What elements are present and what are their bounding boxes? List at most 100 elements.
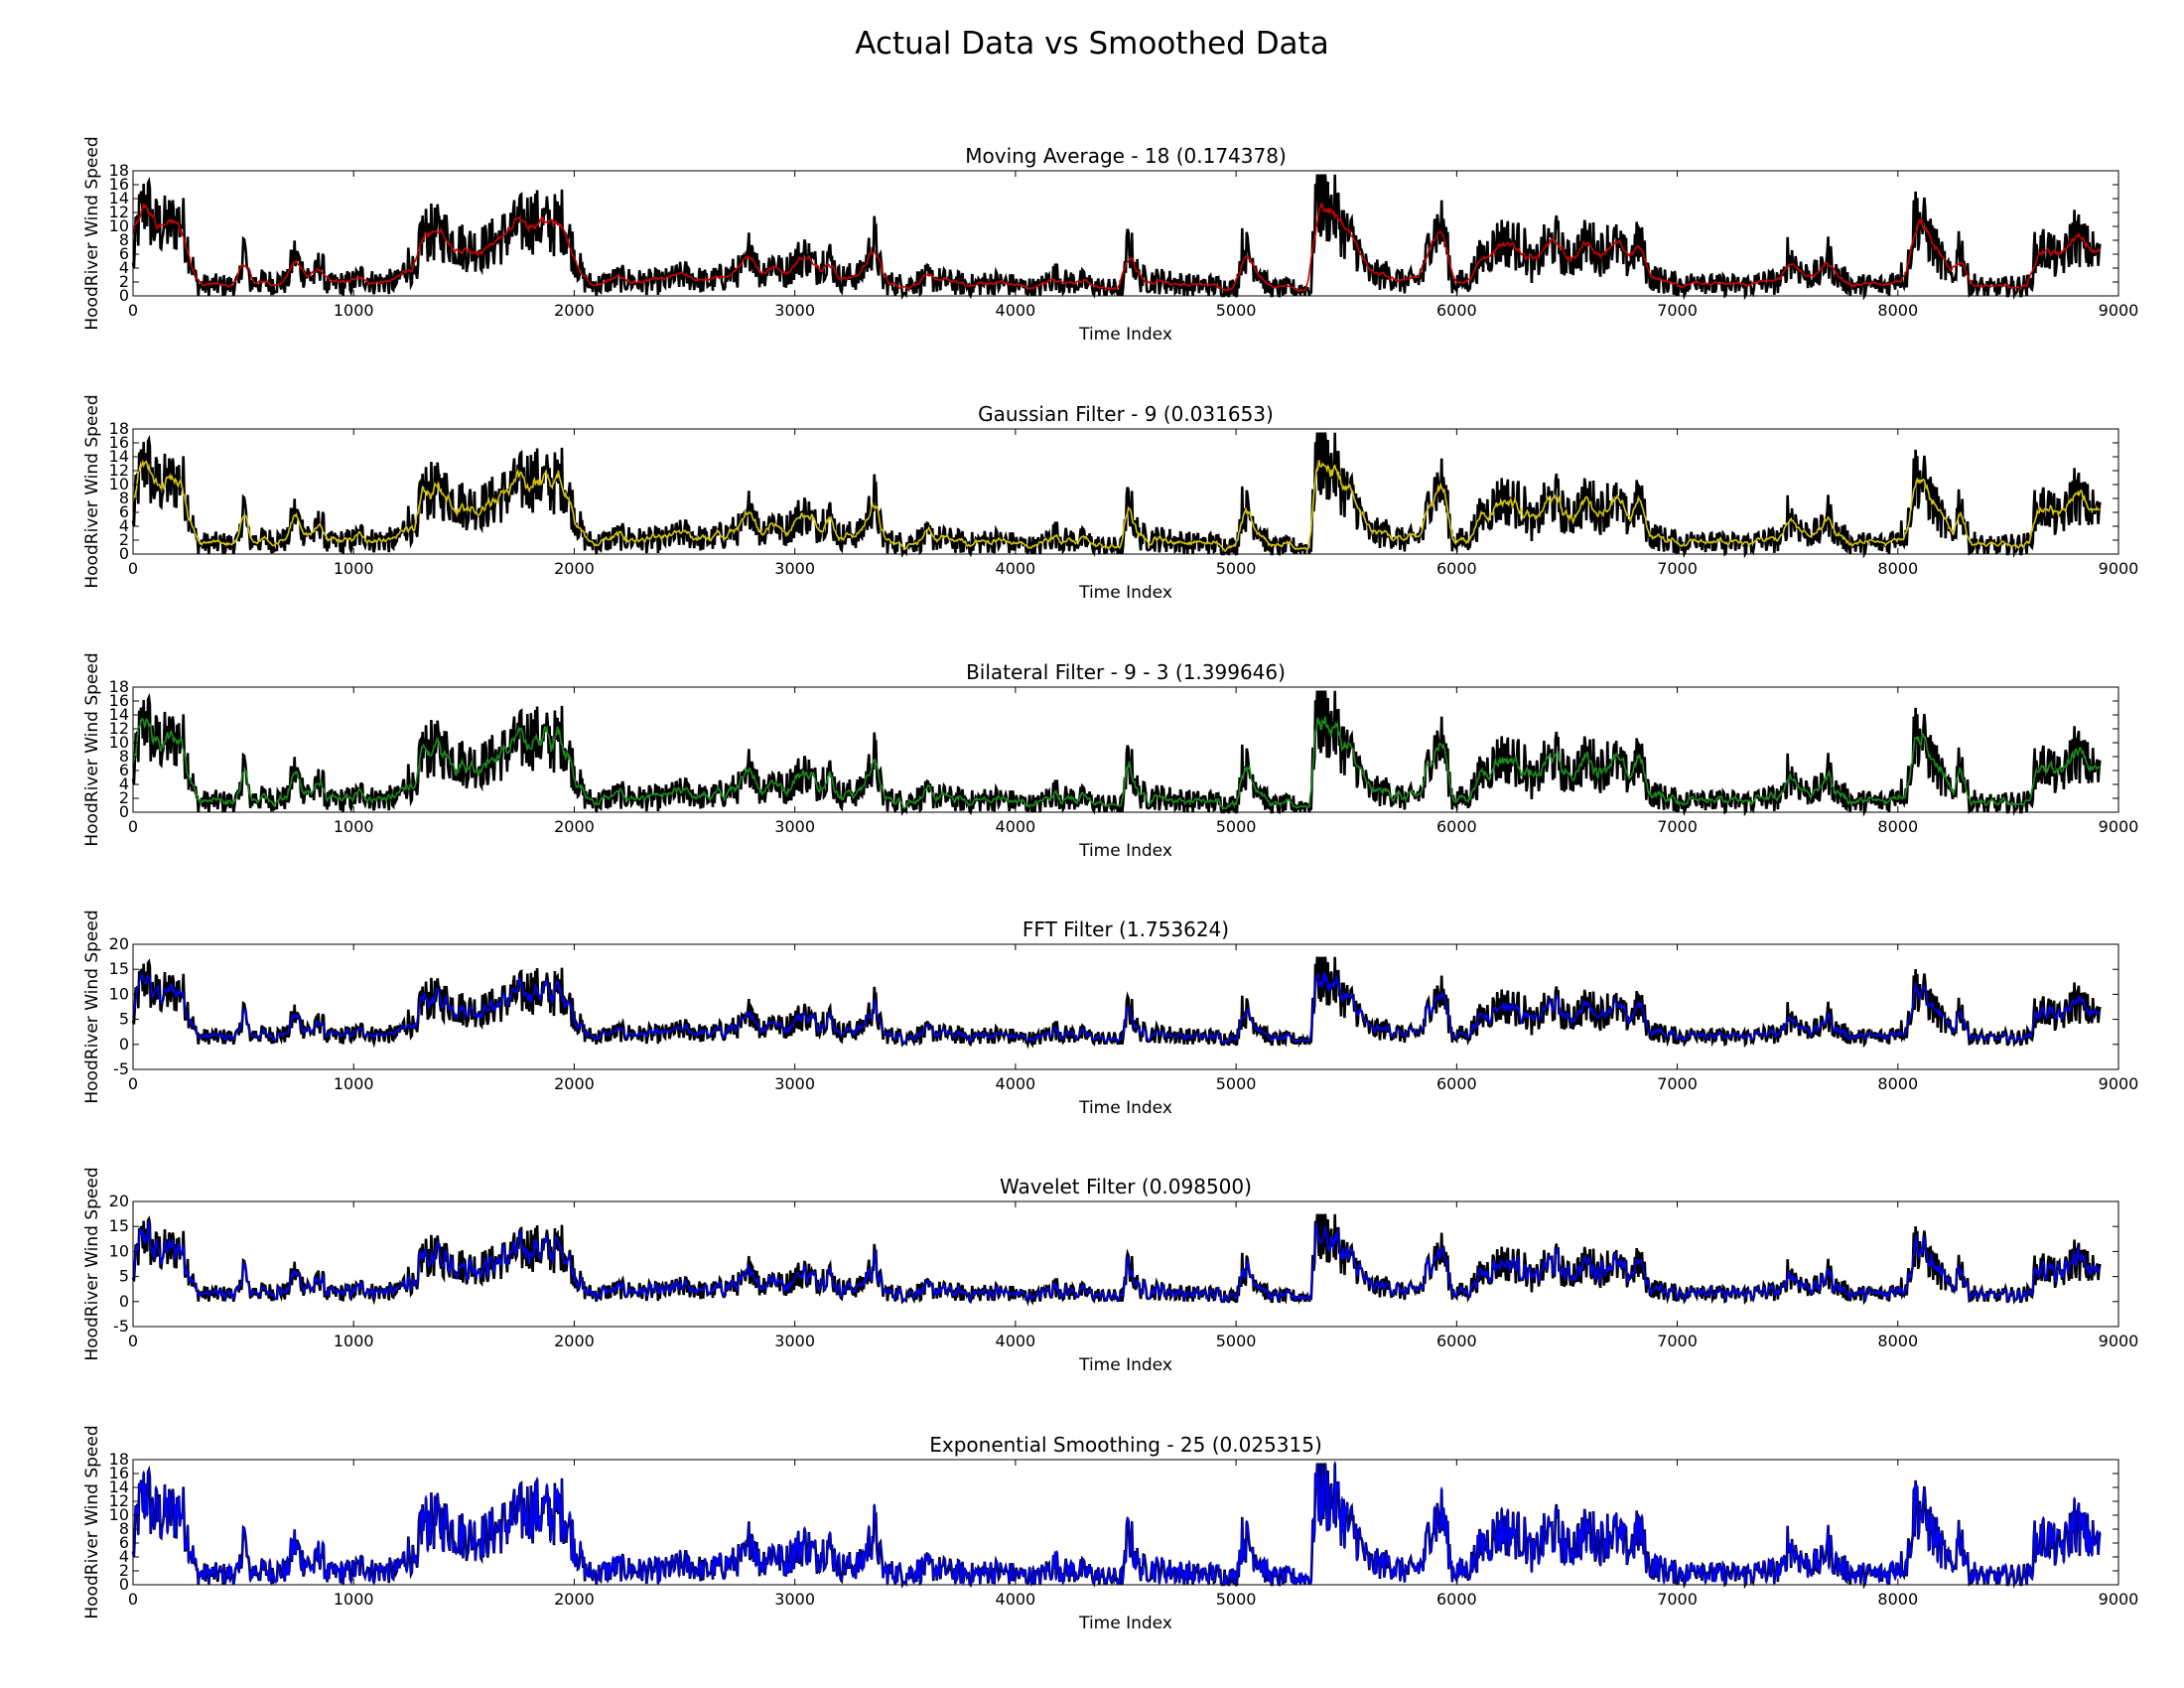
y-tick-label: -5 [113, 1059, 129, 1078]
x-tick-label: 3000 [774, 1590, 815, 1609]
x-tick-label: 3000 [774, 817, 815, 836]
x-tick-label: 1000 [334, 1332, 374, 1350]
y-axis-label: HoodRiver Wind Speed [82, 136, 102, 330]
x-tick-label: 5000 [1216, 559, 1257, 578]
axes-frame [132, 170, 2119, 297]
y-tick-label: 16 [109, 1464, 129, 1482]
x-tick-label: 8000 [1877, 1590, 1918, 1609]
x-tick-label: 9000 [2099, 817, 2139, 836]
y-tick-label: 5 [119, 1267, 129, 1286]
y-tick-label: 6 [119, 502, 129, 521]
figure-title: Actual Data vs Smoothed Data [855, 26, 1329, 62]
x-tick-label: 9000 [2099, 1074, 2139, 1093]
x-tick-label: 7000 [1657, 301, 1698, 320]
x-tick-label: 5000 [1216, 301, 1257, 320]
x-tick-label: 0 [128, 1590, 138, 1609]
x-tick-label: 1000 [334, 1074, 374, 1093]
x-tick-label: 5000 [1216, 1332, 1257, 1350]
x-tick-label: 2000 [554, 1074, 595, 1093]
y-tick-label: 15 [109, 959, 129, 978]
axes-frame [132, 686, 2119, 813]
x-tick-label: 3000 [774, 1332, 815, 1350]
x-tick-label: 2000 [554, 817, 595, 836]
panel-title: Wavelet Filter (0.098500) [1000, 1175, 1252, 1198]
y-tick-label: 12 [109, 719, 129, 738]
y-tick-label: 10 [109, 733, 129, 752]
x-tick-label: 2000 [554, 301, 595, 320]
x-tick-label: 4000 [996, 1332, 1036, 1350]
panel-title: Moving Average - 18 (0.174378) [965, 144, 1287, 168]
y-axis-label: HoodRiver Wind Speed [82, 910, 102, 1103]
y-tick-label: 18 [109, 161, 129, 180]
x-tick-label: 6000 [1436, 1332, 1477, 1350]
y-tick-label: 2 [119, 530, 129, 549]
series-smoothed-line [132, 1461, 2101, 1588]
x-tick-label: 7000 [1657, 817, 1698, 836]
y-tick-label: 15 [109, 1216, 129, 1235]
y-tick-label: 2 [119, 272, 129, 291]
x-tick-label: 5000 [1216, 817, 1257, 836]
x-tick-label: 0 [128, 1332, 138, 1350]
x-tick-label: 4000 [996, 559, 1036, 578]
y-tick-label: 16 [109, 175, 129, 194]
y-tick-label: 8 [119, 489, 129, 507]
y-tick-label: 10 [109, 984, 129, 1003]
y-tick-label: 18 [109, 419, 129, 438]
y-tick-label: 10 [109, 1241, 129, 1260]
y-tick-label: 16 [109, 691, 129, 710]
y-axis-label: HoodRiver Wind Speed [82, 1425, 102, 1618]
y-tick-label: 16 [109, 433, 129, 452]
axes-frame [132, 1459, 2119, 1586]
x-axis-label: Time Index [1078, 1355, 1172, 1375]
y-tick-label: 6 [119, 244, 129, 263]
axes-frame [132, 1200, 2119, 1328]
y-tick-label: 6 [119, 761, 129, 779]
x-tick-label: 4000 [996, 1590, 1036, 1609]
x-axis-label: Time Index [1078, 1614, 1172, 1633]
y-tick-label: 0 [119, 802, 129, 821]
y-tick-label: 10 [109, 475, 129, 493]
y-tick-label: 10 [109, 216, 129, 235]
panel-title: Bilateral Filter - 9 - 3 (1.399646) [966, 660, 1286, 684]
series-smoothed-line [132, 971, 2102, 1046]
x-tick-label: 4000 [996, 817, 1036, 836]
panel-4: FFT Filter (1.753624)0 1000 2000 3000 4000 50… [82, 910, 2138, 1118]
panel-2: Gaussian Filter - 9 (0.031653) 0 1000 2000 3… [82, 394, 2138, 603]
x-tick-label: 7000 [1657, 1590, 1698, 1609]
series-actual-line [131, 690, 2102, 817]
x-tick-label: 0 [128, 559, 138, 578]
x-tick-label: 6000 [1436, 559, 1477, 578]
x-tick-label: 7000 [1657, 1332, 1698, 1350]
x-tick-label: 9000 [2099, 1590, 2139, 1609]
y-tick-label: 2 [119, 1561, 129, 1580]
panel-6: Exponential Smoothing - 25 (0.025315) 0 10… [82, 1425, 2138, 1633]
y-tick-label: 8 [119, 230, 129, 249]
series-actual-line [131, 432, 2102, 559]
x-tick-label: 1000 [334, 1590, 374, 1609]
panel-title: Gaussian Filter - 9 (0.031653) [978, 402, 1274, 426]
y-tick-label: 0 [119, 1035, 129, 1054]
x-tick-label: 5000 [1216, 1590, 1257, 1609]
x-axis-label: Time Index [1078, 325, 1172, 345]
y-tick-label: 12 [109, 461, 129, 480]
y-tick-label: 10 [109, 1505, 129, 1524]
x-axis-label: Time Index [1078, 841, 1172, 861]
y-tick-label: 14 [109, 447, 129, 466]
y-tick-label: 2 [119, 788, 129, 807]
axes-frame [132, 943, 2119, 1070]
y-tick-label: 4 [119, 774, 129, 793]
x-tick-label: 9000 [2099, 301, 2139, 320]
y-tick-label: 12 [109, 203, 129, 221]
y-tick-label: 0 [119, 1292, 129, 1311]
x-tick-label: 4000 [996, 301, 1036, 320]
panel-title: Exponential Smoothing - 25 (0.025315) [929, 1433, 1322, 1457]
x-tick-label: 6000 [1436, 1074, 1477, 1093]
y-tick-label: 20 [109, 1192, 129, 1210]
x-tick-label: 6000 [1436, 301, 1477, 320]
x-tick-label: 7000 [1657, 1074, 1698, 1093]
x-tick-label: 5000 [1216, 1074, 1257, 1093]
y-tick-label: 0 [119, 286, 129, 305]
x-tick-label: 1000 [334, 301, 374, 320]
x-tick-label: 2000 [554, 1332, 595, 1350]
y-tick-label: 8 [119, 1519, 129, 1538]
